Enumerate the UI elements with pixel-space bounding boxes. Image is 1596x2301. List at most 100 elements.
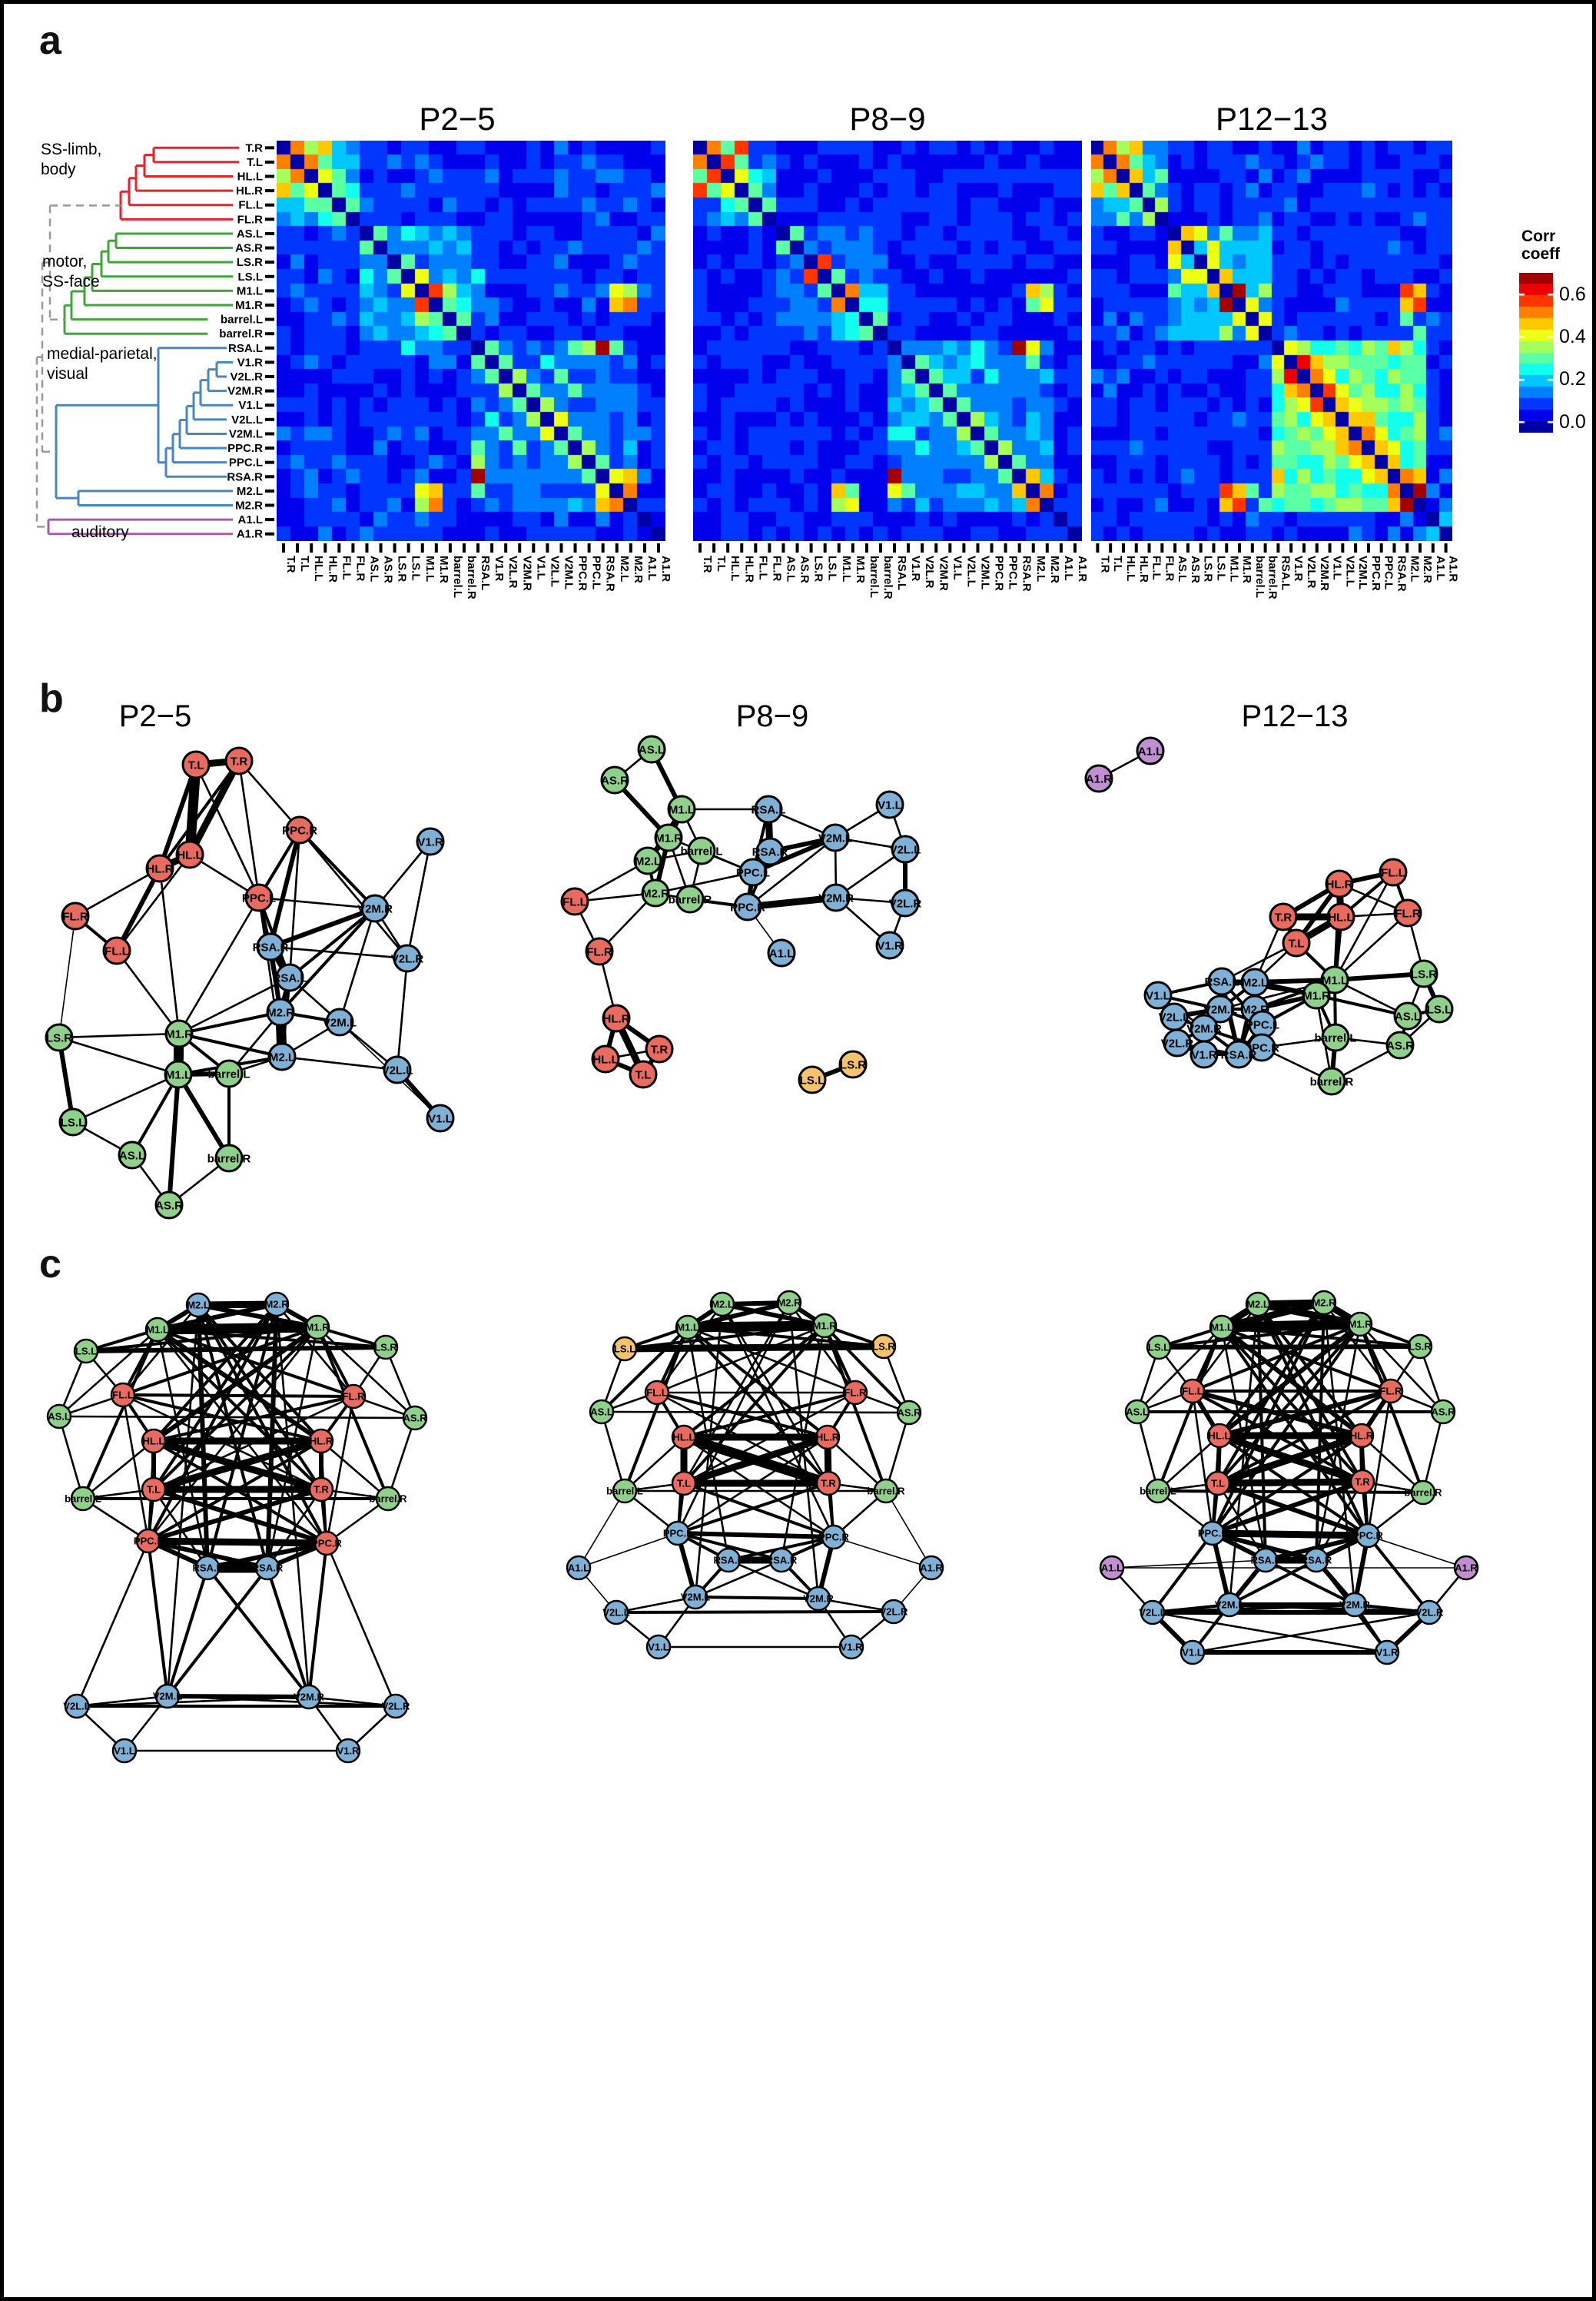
network-c2-node-PPC.L bbox=[1199, 1520, 1226, 1546]
network-c2-node-label-barrel.R: barrel.R bbox=[1404, 1487, 1442, 1499]
network-c1-node-T.R bbox=[815, 1470, 841, 1496]
network-b1-node-FL.L bbox=[560, 887, 589, 916]
network-b0-edge-V2M.R-V2M.L bbox=[338, 907, 377, 1024]
heatmap-col-label-V1.L: V1.L bbox=[1331, 556, 1344, 580]
network-c1-edge-M2.R-M1.L bbox=[685, 1300, 791, 1330]
heatmap-row-label-AS.L: AS.L bbox=[237, 227, 263, 241]
heatmap-col-label-T.R: T.R bbox=[284, 556, 297, 573]
network-c0-node-RSA.R bbox=[254, 1555, 280, 1581]
network-c1-edge-T.L-PPC.R bbox=[682, 1482, 835, 1539]
network-b2-node-label-RSA.R: RSA.R bbox=[1221, 1048, 1257, 1061]
heatmap-col-tick bbox=[990, 543, 994, 553]
network-b0-node-RSA.L bbox=[275, 963, 304, 992]
network-c2-node-label-RSA.L: RSA.L bbox=[1251, 1555, 1281, 1566]
heatmap-row-label-V2M.R: V2M.R bbox=[227, 385, 263, 398]
heatmap-col-tick bbox=[1405, 543, 1409, 553]
heatmap-col-tick bbox=[434, 543, 438, 553]
network-c1-edge-M1.L-M1.R bbox=[682, 1320, 830, 1333]
network-c1-node-label-M2.R: M2.R bbox=[777, 1297, 801, 1309]
network-b0-node-label-T.R: T.R bbox=[231, 755, 248, 768]
network-c2-edge-M2.R-V2M.R bbox=[1322, 1301, 1356, 1606]
network-c0-node-V1.R bbox=[335, 1738, 361, 1764]
network-b2-node-HL.L bbox=[1326, 902, 1355, 931]
heatmap-row-tick bbox=[265, 274, 274, 278]
heatmap-col-tick bbox=[573, 543, 577, 553]
network-c1-node-M2.R bbox=[776, 1290, 802, 1316]
heatmap-row-tick bbox=[265, 317, 274, 321]
network-b0-edge-PPC.L-V2M.R bbox=[257, 896, 377, 910]
network-c2-node-label-V1.R: V1.R bbox=[1376, 1647, 1399, 1659]
network-c2-node-label-AS.R: AS.R bbox=[1431, 1406, 1455, 1418]
network-b0-node-M1.L bbox=[164, 1060, 193, 1089]
heatmap-col-label-PPC.R: PPC.R bbox=[576, 556, 589, 591]
heatmap-row-label-A1.R: A1.R bbox=[237, 528, 263, 541]
network-c0-node-label-LS.R: LS.R bbox=[374, 1342, 397, 1353]
network-c1-edge-HL.R-PPC.L bbox=[676, 1436, 829, 1535]
network-c0-node-barrel.R bbox=[375, 1486, 401, 1512]
heatmap-row-label-M1.R: M1.R bbox=[235, 299, 263, 312]
network-c0-edge-HL.R-PPC.L bbox=[147, 1439, 323, 1542]
network-c1-edge-M2.L-M1.R bbox=[720, 1302, 827, 1328]
heatmap-row-tick bbox=[265, 489, 274, 493]
network-b2-node-label-M1.R: M1.R bbox=[1302, 989, 1330, 1002]
network-c2-node-RSA.L bbox=[1253, 1547, 1279, 1573]
heatmap-col-tick bbox=[324, 543, 327, 553]
heatmap-col-tick bbox=[948, 543, 952, 553]
heatmap-col-label-barrel.R: barrel.R bbox=[881, 556, 894, 599]
heatmap-col-label-V2M.R: V2M.R bbox=[1318, 556, 1331, 591]
heatmap-row-tick bbox=[265, 160, 274, 164]
heatmap-col-label-M1.R: M1.R bbox=[854, 556, 867, 583]
network-b0-edge-LS.R-FL.R bbox=[58, 915, 76, 1038]
network-b0-node-label-HL.R: HL.R bbox=[147, 862, 174, 875]
network-c0-edge-PPC.R-V2M.R bbox=[307, 1542, 328, 1698]
heatmap-col-label-PPC.L: PPC.L bbox=[590, 556, 603, 589]
network-b2-node-label-V1.L: V1.L bbox=[1146, 989, 1170, 1002]
heatmap-row-tick bbox=[265, 389, 274, 393]
network-b0-node-label-PPC.R: PPC.R bbox=[282, 824, 317, 837]
network-b1-node-label-RSA.L: RSA.L bbox=[752, 803, 786, 816]
network-c0-node-label-RSA.L: RSA.L bbox=[193, 1562, 223, 1574]
network-b2-node-label-V2L.R: V2L.R bbox=[1161, 1037, 1194, 1050]
heatmap-col-tick bbox=[615, 543, 619, 553]
network-b2-node-barrel.R bbox=[1317, 1067, 1346, 1096]
network-c2-node-label-T.L: T.L bbox=[1211, 1478, 1225, 1489]
network-c0-node-M2.R bbox=[264, 1291, 290, 1317]
heatmap-col-label-AS.L: AS.L bbox=[367, 556, 380, 582]
network-c0-node-label-RSA.R: RSA.R bbox=[252, 1562, 284, 1574]
network-c2-edge-FL.R-HL.L bbox=[1217, 1389, 1393, 1438]
network-b2-node-T.L bbox=[1282, 928, 1311, 958]
network-b1-edge-PPC.R-V2M.R bbox=[744, 894, 840, 911]
network-c0-edge-FL.L-PPC.L bbox=[121, 1393, 150, 1542]
network-b0-edge-T.R-HL.R bbox=[158, 759, 241, 870]
network-b0-node-label-FL.R: FL.R bbox=[62, 910, 88, 923]
network-c2-edge-M1.L-T.R bbox=[1220, 1326, 1364, 1483]
network-c0-edge-FL.R-T.L bbox=[152, 1395, 355, 1491]
network-c2-node-A1.L bbox=[1099, 1555, 1125, 1581]
network-c1-edge-barrel.R-HL.R bbox=[826, 1436, 888, 1492]
network-c1-node-M2.L bbox=[709, 1291, 735, 1317]
network-c1-node-RSA.R bbox=[768, 1547, 795, 1573]
network-c0-edge-LS.R-AS.R bbox=[384, 1346, 416, 1419]
network-c0-edge-FL.L-T.R bbox=[121, 1393, 323, 1491]
network-c0-node-FL.R bbox=[340, 1383, 367, 1409]
network-c2-node-AS.L bbox=[1124, 1399, 1150, 1425]
network-b1-edge-PPC.R-V2M.L bbox=[746, 836, 837, 908]
heatmap-col-tick bbox=[282, 543, 286, 553]
heatmap-col-tick bbox=[768, 543, 771, 553]
network-c0-node-label-M2.L: M2.L bbox=[187, 1300, 210, 1311]
network-b2-node-label-AS.L: AS.L bbox=[1395, 1010, 1421, 1023]
heatmap-col-label-FL.L: FL.L bbox=[756, 556, 769, 580]
heatmap-col-label-T.L: T.L bbox=[1111, 556, 1124, 572]
network-b1-node-V2L.R bbox=[891, 888, 920, 918]
network-b0-edge-T.L-PPC.L bbox=[194, 763, 260, 899]
heatmap-row-tick bbox=[265, 447, 274, 450]
heatmap-col-label-FL.R: FL.R bbox=[1163, 556, 1176, 581]
heatmap-col-tick bbox=[864, 543, 868, 553]
heatmap-col-label-FL.L: FL.L bbox=[1150, 556, 1163, 580]
heatmap-row-label-V2M.L: V2M.L bbox=[229, 427, 263, 440]
network-c0-edge-LS.L-M1.R bbox=[85, 1326, 319, 1353]
heatmap-col-label-V2L.R: V2L.R bbox=[923, 556, 936, 589]
network-c1-node-label-AS.R: AS.R bbox=[897, 1407, 921, 1419]
network-b1-node-label-M2.L: M2.L bbox=[635, 855, 661, 868]
network-c2-edge-A1.R-PPC.R bbox=[1367, 1535, 1467, 1569]
